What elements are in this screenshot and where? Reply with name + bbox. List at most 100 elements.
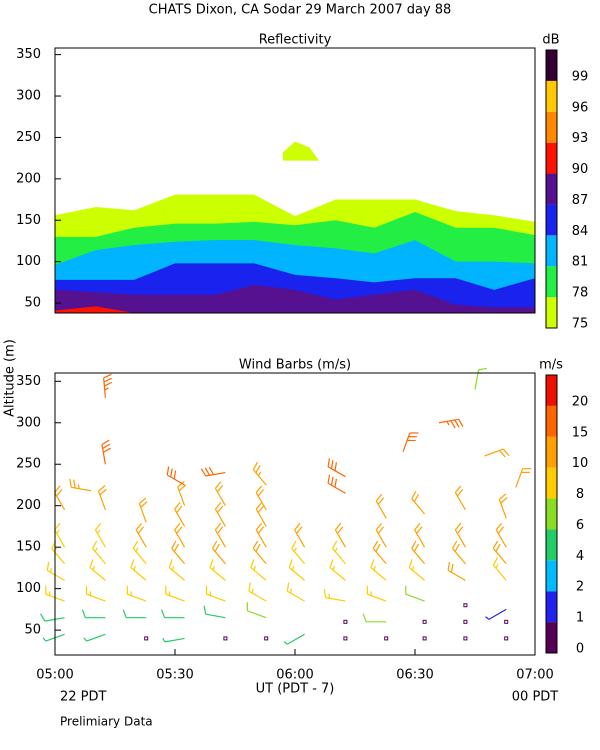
wind-barb: [205, 585, 226, 602]
wind-barb: [83, 633, 106, 642]
wind-barb: [101, 439, 111, 465]
colorbar-swatch: [546, 142, 557, 174]
colorbar-label: 15: [572, 425, 589, 440]
colorbar-swatch: [546, 622, 557, 653]
colorbar-label: 96: [572, 100, 589, 115]
wind-barb: [329, 559, 346, 581]
end-label: 00 PDT: [512, 690, 559, 705]
calm-marker: [463, 603, 468, 608]
wind-barb: [492, 540, 507, 565]
wind-barb: [454, 522, 466, 548]
wind-barb: [438, 418, 464, 429]
wind-barb: [288, 559, 305, 581]
wind-barb: [294, 522, 306, 548]
wind-barb: [177, 480, 187, 506]
panel-title: Wind Barbs (m/s): [239, 358, 351, 373]
wind-barb: [334, 522, 346, 548]
y-tick-label: 50: [24, 623, 41, 638]
wind-barb: [375, 493, 387, 519]
wind-barb: [323, 589, 346, 602]
wind-barb: [327, 458, 346, 478]
calm-marker: [343, 636, 348, 641]
colorbar-unit: dB: [542, 33, 559, 48]
colorbar-label: 2: [576, 580, 584, 595]
wind-barb: [165, 585, 185, 602]
wind-barb: [40, 613, 65, 622]
wind-barb: [411, 490, 426, 515]
y-tick-label: 250: [16, 457, 41, 472]
colorbar-label: 99: [572, 69, 589, 84]
y-tick-label: 100: [16, 581, 41, 596]
colorbar-swatch: [546, 235, 557, 267]
wind-barb: [138, 497, 148, 523]
wind-barb: [495, 522, 507, 548]
colorbar-label: 81: [572, 255, 589, 270]
wind-barb: [248, 582, 267, 602]
wind-barb: [166, 466, 185, 486]
wind-barb: [447, 561, 466, 581]
colorbar-swatch: [546, 405, 557, 437]
wind-barb: [252, 461, 267, 486]
colorbar-unit: m/s: [539, 358, 563, 373]
y-tick-label: 100: [16, 254, 41, 269]
wind-barb: [246, 602, 267, 619]
y-tick-label: 350: [16, 47, 41, 62]
colorbar-swatch: [546, 375, 557, 406]
y-tick-label: 150: [16, 213, 41, 228]
calm-marker: [463, 619, 468, 624]
wind-barb: [255, 502, 267, 527]
colorbar-label: 20: [572, 394, 589, 409]
wind-barb: [362, 613, 387, 623]
colorbar-label: 4: [576, 549, 584, 564]
calm-marker: [504, 619, 509, 624]
wind-barb: [375, 522, 387, 548]
wind-barb: [286, 582, 305, 602]
colorbar-label: 93: [572, 131, 589, 146]
y-tick-label: 250: [16, 130, 41, 145]
wind-barb: [171, 540, 186, 565]
colorbar-label: 84: [572, 224, 589, 239]
colorbar-swatch: [546, 560, 557, 592]
calm-marker: [343, 619, 348, 624]
x-axis-label: UT (PDT - 7): [256, 682, 335, 697]
wind-barb: [103, 373, 113, 398]
colorbar-swatch: [546, 173, 557, 205]
wind-barb: [126, 585, 147, 602]
colorbar-label: 75: [572, 317, 589, 332]
y-tick-label: 300: [16, 415, 41, 430]
wind-barb: [81, 609, 106, 619]
colorbar-label: 0: [576, 642, 584, 657]
wind-barb: [174, 522, 186, 548]
x-tick-label: 05:00: [36, 668, 73, 683]
wind-barb: [498, 493, 508, 519]
wind-barb: [411, 540, 426, 565]
wind-barb: [162, 637, 185, 643]
x-tick-label: 05:30: [156, 668, 193, 683]
calm-marker: [144, 636, 149, 641]
wind-barb: [97, 485, 107, 511]
wind-barb: [255, 522, 267, 548]
colorbar-swatch: [546, 498, 557, 530]
wind-barb: [94, 522, 106, 548]
wind-barb: [405, 585, 425, 602]
colorbar-label: 78: [572, 286, 589, 301]
wind-barb: [250, 559, 267, 581]
y-tick-label: 200: [16, 498, 41, 513]
colorbar-swatch: [546, 467, 557, 499]
y-tick-label: 150: [16, 540, 41, 555]
plot-frame: [54, 47, 536, 314]
plot-frame: [54, 372, 536, 656]
contour-area: [55, 306, 135, 313]
colorbar-swatch: [546, 591, 557, 623]
colorbar-label: 87: [572, 193, 589, 208]
colorbar-label: 90: [572, 162, 589, 177]
calm-marker: [504, 636, 509, 641]
wind-barb: [402, 432, 419, 452]
y-tick-label: 200: [16, 171, 41, 186]
y-tick-label: 300: [16, 89, 41, 104]
panel-title: Reflectivity: [259, 33, 332, 48]
wind-barb: [484, 448, 510, 458]
wind-barb: [130, 559, 147, 581]
colorbar-label: 10: [572, 456, 589, 471]
